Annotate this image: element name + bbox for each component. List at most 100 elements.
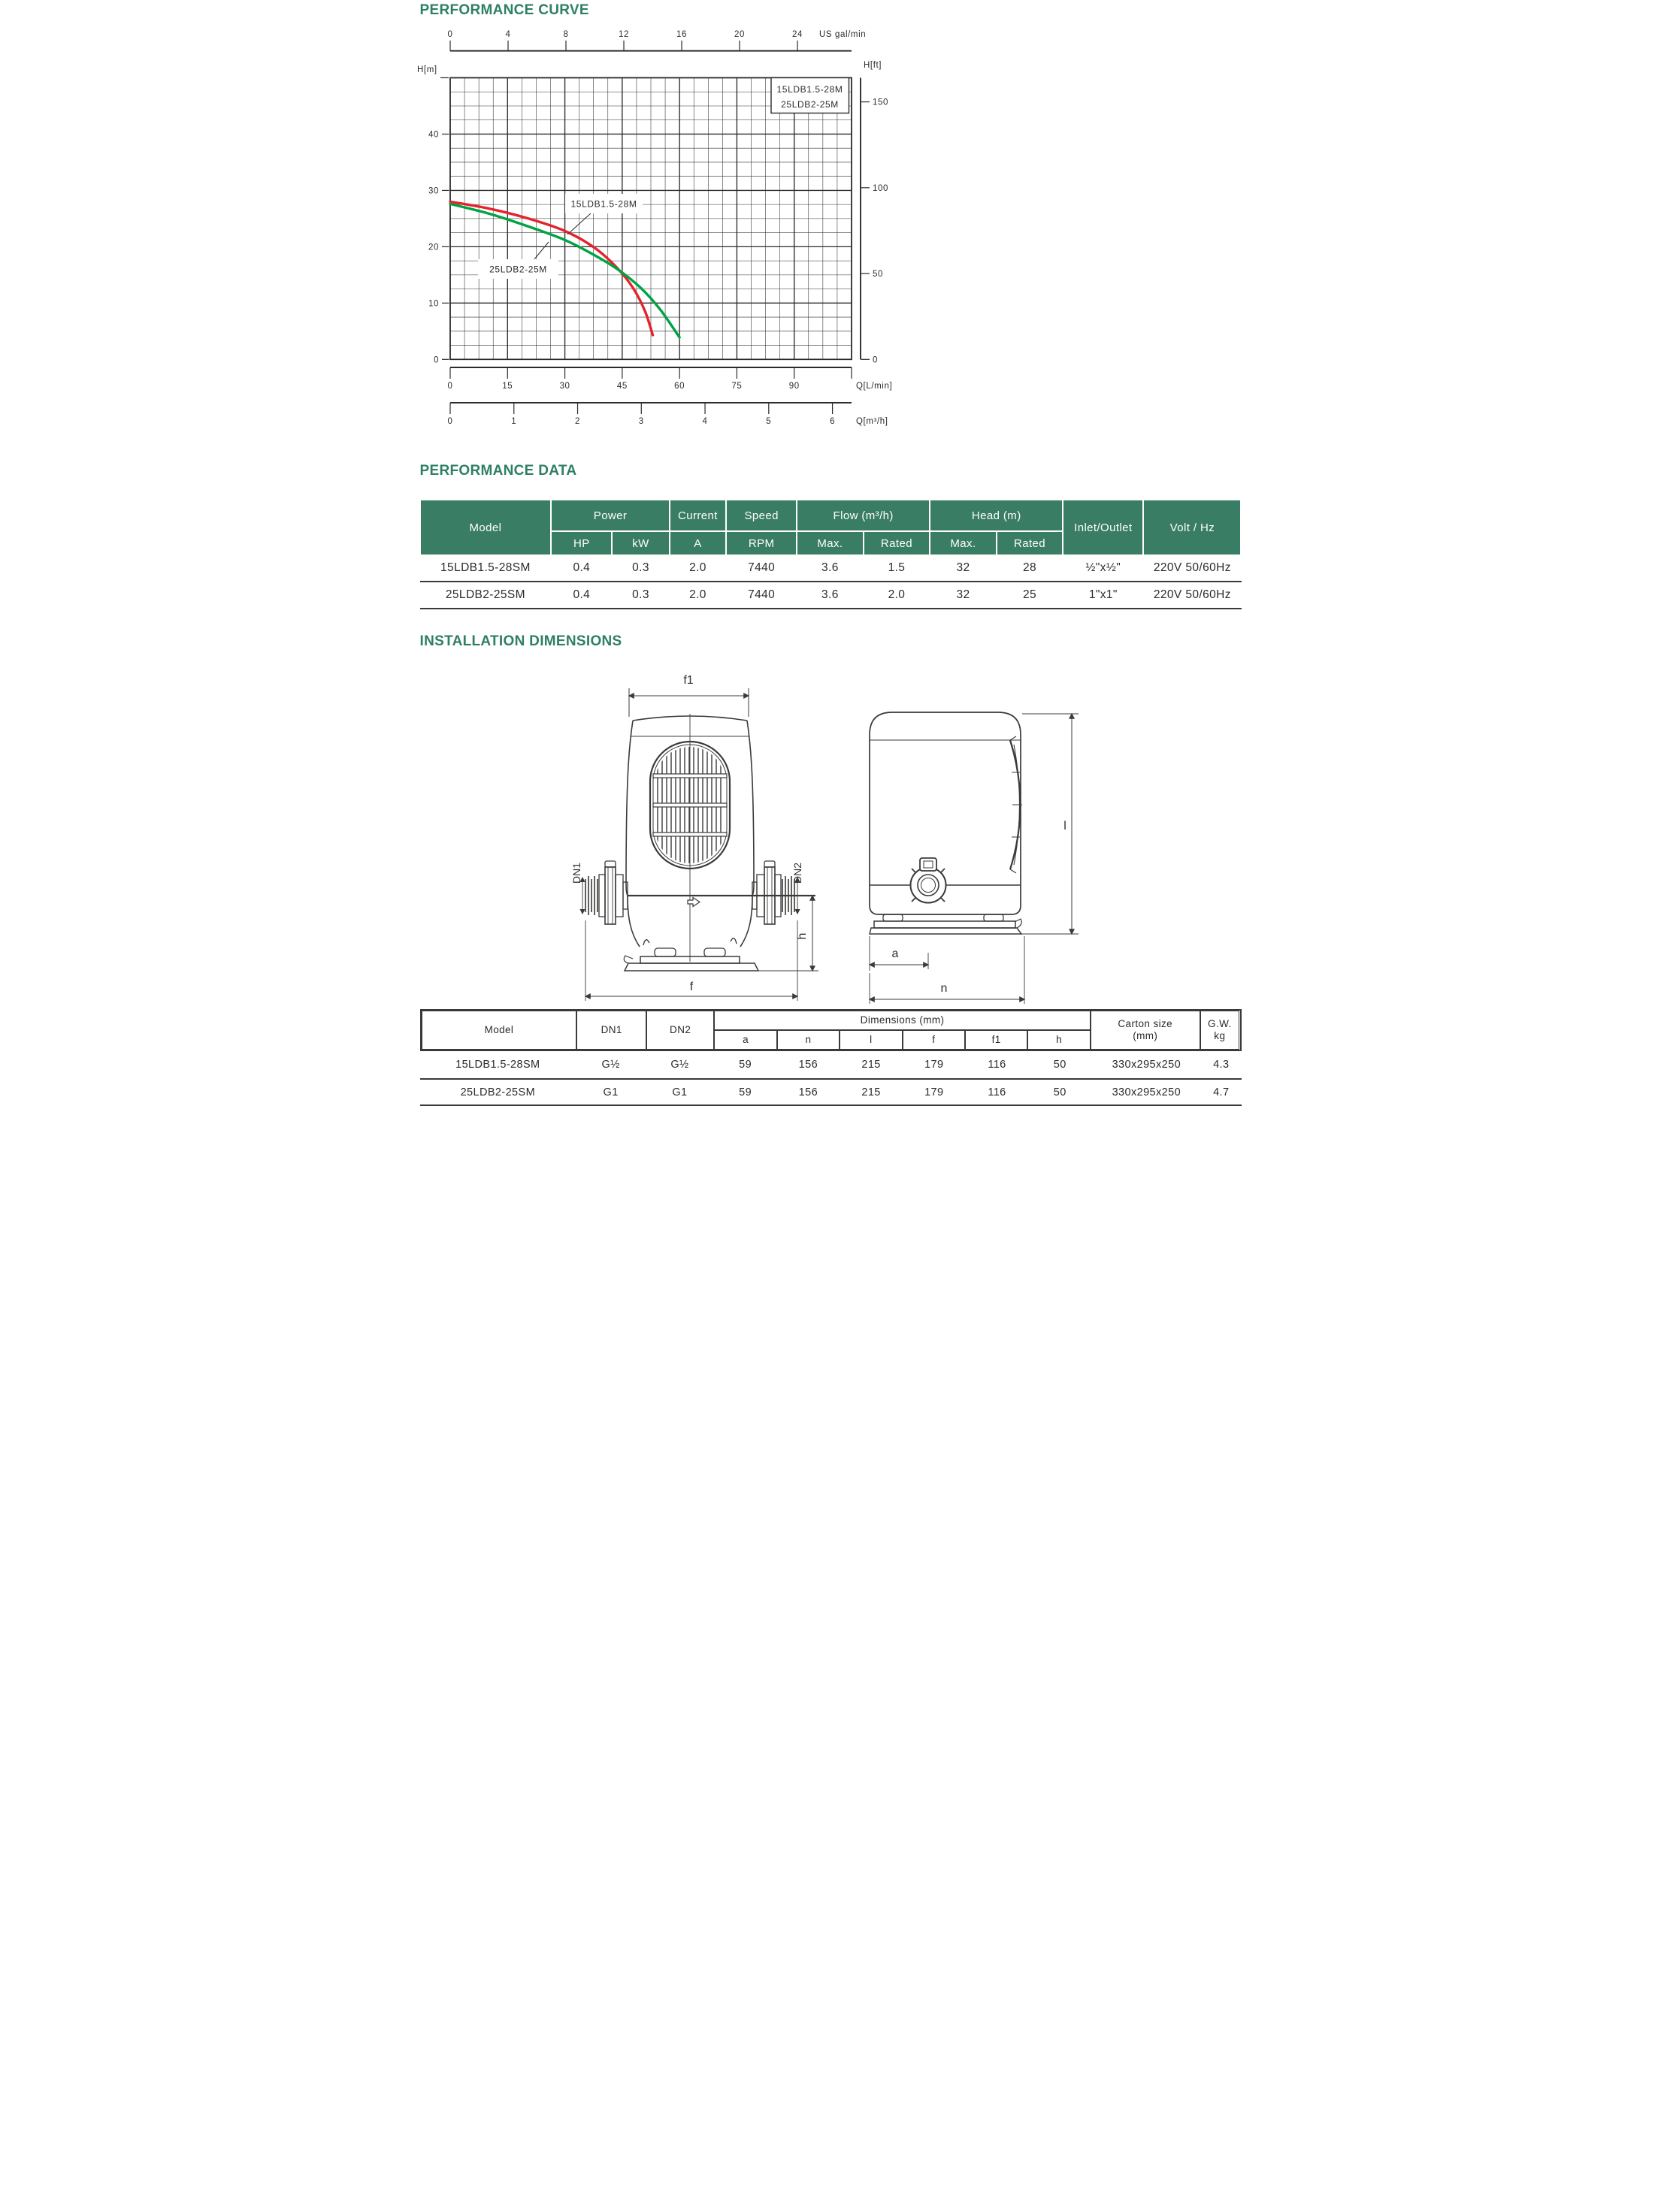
svg-text:75: 75 [731, 382, 742, 391]
left-axis-h-m [440, 77, 449, 360]
dim-cell-1-2: G½ [601, 1059, 620, 1071]
flow-direction-arrow-icon [686, 896, 700, 908]
col-flow-max: Max. [797, 531, 864, 555]
label-dn1: DN1 [570, 863, 582, 884]
dcol-f1: f1 [964, 1030, 1028, 1050]
perf-cell-2-9: 25 [1022, 588, 1037, 601]
label-h: h [796, 933, 809, 940]
dcol-dn2: DN2 [646, 1011, 715, 1050]
dim-cell-1-1: 15LDB1.5-28SM [455, 1059, 540, 1071]
curve-25LDB2-25M [448, 202, 681, 339]
col-flow-rated: Rated [863, 531, 930, 555]
perf-cell-1-10: ½"x½" [1085, 561, 1121, 574]
dimension-table: Model DN1 DN2 Dimensions (mm) a n l f f1… [419, 1009, 1242, 1106]
datasheet-page: PERFORMANCE CURVE 0 4 8 12 16 20 24 US gal/min 0… [415, 0, 1246, 1106]
dcol-n: n [776, 1030, 840, 1050]
performance-data-table: Model Power Current Speed Flow (m³/h) He… [419, 500, 1242, 609]
dim-cell-2-1: 25LDB2-25SM [460, 1086, 536, 1098]
dcol-h: h [1027, 1030, 1091, 1050]
svg-text:5: 5 [766, 417, 771, 426]
dim-cell-2-10: 330x295x250 [1112, 1086, 1181, 1098]
pump-front-view [579, 688, 818, 1001]
svg-text:45: 45 [616, 382, 627, 391]
gw-unit: kg [1214, 1030, 1226, 1041]
svg-text:0: 0 [873, 355, 878, 364]
svg-text:Q[m³/h]: Q[m³/h] [856, 417, 888, 426]
svg-text:4: 4 [505, 30, 510, 39]
label-a: a [891, 947, 898, 960]
perf-row-2: 25LDB2-25SM 0.4 0.3 2.0 7440 3.6 2.0 32 25 1"x1" 2… [420, 582, 1242, 608]
row-separator [419, 608, 1242, 609]
label-dn2: DN2 [791, 863, 803, 884]
col-head-max: Max. [930, 531, 997, 555]
bottom-axis-m3-h [449, 402, 852, 414]
dcol-f: f [902, 1030, 965, 1050]
svg-text:40: 40 [428, 130, 439, 139]
curve-callouts: 15LDB1.5-28M 25LDB2-25M [477, 194, 643, 279]
svg-text:0: 0 [434, 355, 439, 364]
perf-cell-1-11: 220V 50/60Hz [1153, 561, 1231, 574]
carton-size-label: Carton size [1118, 1018, 1173, 1030]
svg-text:20: 20 [428, 243, 439, 252]
dim-cell-1-5: 156 [798, 1059, 818, 1071]
front-port-dn2 [751, 860, 800, 925]
dcol-dn1: DN1 [576, 1011, 646, 1050]
dcol-dimensions: Dimensions (mm) [714, 1011, 1091, 1030]
svg-text:8: 8 [563, 30, 568, 39]
perf-cell-2-8: 32 [956, 588, 970, 601]
dim-cell-2-5: 156 [798, 1086, 818, 1098]
svg-text:100: 100 [873, 184, 888, 193]
label-l: l [1063, 820, 1066, 833]
bottom-axis-l-min [449, 367, 852, 379]
section-title-performance-curve: PERFORMANCE CURVE [419, 2, 589, 18]
svg-text:15LDB1.5-28M: 15LDB1.5-28M [570, 199, 637, 210]
performance-table-header: Model Power Current Speed Flow (m³/h) He… [419, 500, 1242, 555]
col-power: Power [551, 500, 670, 531]
dcol-a: a [714, 1030, 777, 1050]
col-volt-hz: Volt / Hz [1143, 500, 1242, 555]
svg-text:60: 60 [674, 382, 685, 391]
right-axis-h-ft [859, 77, 870, 360]
dim-cell-1-7: 179 [924, 1059, 944, 1071]
svg-text:H[m]: H[m] [417, 65, 437, 74]
svg-text:25LDB2-25M: 25LDB2-25M [781, 99, 839, 110]
svg-text:30: 30 [559, 382, 570, 391]
col-flow: Flow (m³/h) [797, 500, 930, 531]
dim-cell-1-3: G½ [670, 1059, 689, 1071]
side-grille [1009, 736, 1022, 874]
chart-grid [449, 77, 852, 361]
perf-cell-2-3: 0.3 [632, 588, 649, 601]
svg-text:0: 0 [447, 382, 452, 391]
svg-text:30: 30 [428, 186, 439, 195]
row-separator [419, 581, 1242, 582]
dim-cell-2-4: 59 [739, 1086, 752, 1098]
dim-row-2: 25LDB2-25SM G1 G1 59 156 215 179 116 50 330x295x2… [420, 1080, 1242, 1104]
pump-side-view [868, 712, 1079, 1004]
svg-text:15LDB1.5-28M: 15LDB1.5-28M [776, 84, 843, 95]
dimension-table-header: Model DN1 DN2 Dimensions (mm) a n l f f1… [419, 1009, 1242, 1051]
svg-text:16: 16 [676, 30, 687, 39]
perf-cell-1-3: 0.3 [632, 561, 649, 574]
perf-cell-2-10: 1"x1" [1088, 588, 1118, 601]
svg-text:H[ft]: H[ft] [864, 61, 882, 70]
perf-cell-2-4: 2.0 [689, 588, 706, 601]
dim-cell-2-2: G1 [603, 1086, 619, 1098]
row-separator [419, 1104, 1242, 1106]
svg-text:0: 0 [447, 417, 452, 426]
svg-text:20: 20 [734, 30, 745, 39]
svg-text:24: 24 [792, 30, 803, 39]
svg-text:US gal/min: US gal/min [819, 30, 866, 39]
perf-cell-2-5: 7440 [748, 588, 776, 601]
dim-cell-1-11: 4.3 [1213, 1059, 1230, 1071]
front-base [623, 947, 759, 972]
col-current: Current [669, 500, 727, 531]
curve-15LDB1.5-28M [448, 200, 654, 337]
dim-cell-1-4: 59 [739, 1059, 752, 1071]
dim-cell-1-9: 50 [1053, 1059, 1066, 1071]
section-title-performance-data: PERFORMANCE DATA [419, 463, 577, 479]
perf-cell-1-5: 7440 [748, 561, 776, 574]
dim-cell-2-11: 4.7 [1213, 1086, 1230, 1098]
col-a: A [669, 531, 727, 555]
svg-text:1: 1 [511, 417, 516, 426]
row-separator [419, 1078, 1242, 1080]
